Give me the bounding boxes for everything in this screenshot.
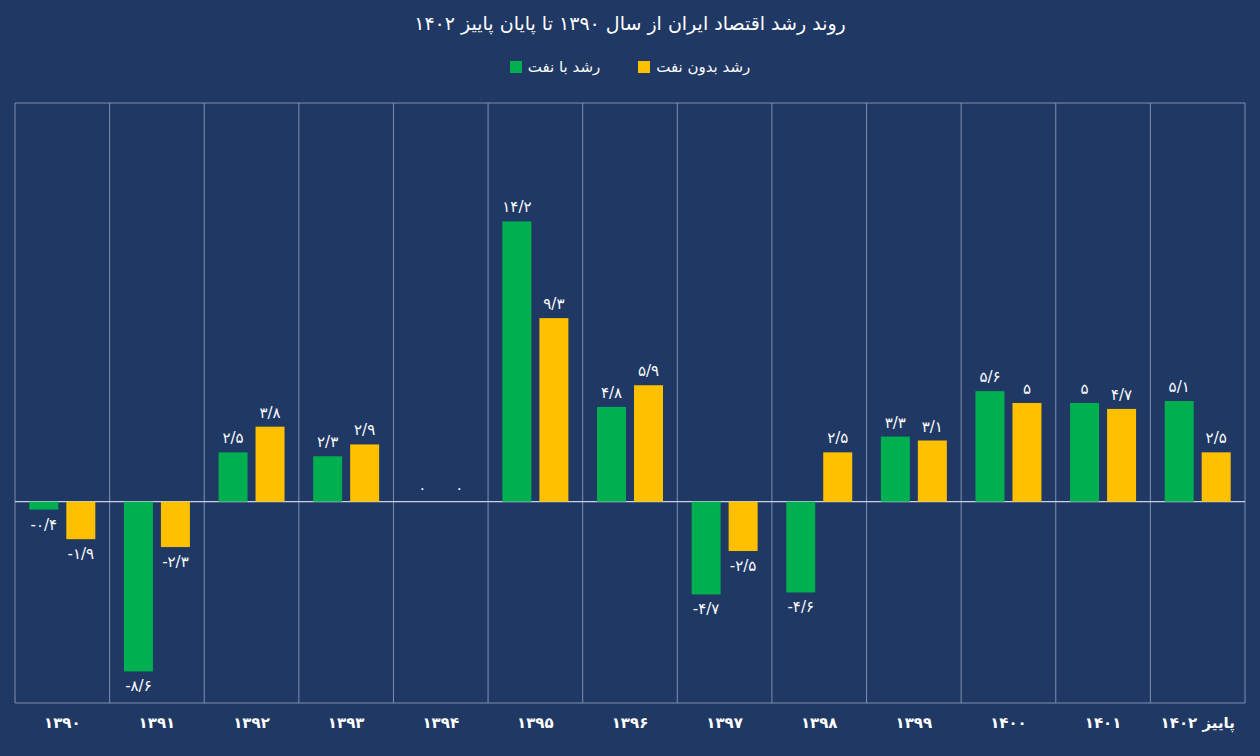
data-label: ۹/۳ — [543, 295, 564, 313]
bar — [502, 221, 531, 501]
bar — [1012, 403, 1041, 502]
category-separator — [298, 103, 299, 703]
bar — [1165, 401, 1194, 502]
category-separator — [771, 103, 772, 703]
category-separator — [677, 103, 678, 703]
category-label: ۱۳۹۲ — [233, 714, 270, 732]
legend-swatch — [638, 61, 650, 73]
chart: روند رشد اقتصاد ایران از سال ۱۳۹۰ تا پای… — [0, 0, 1260, 756]
legend-label: رشد با نفت — [528, 58, 600, 76]
bar — [634, 385, 663, 501]
category-label: پاییز ۱۴۰۲ — [1161, 714, 1235, 733]
data-label: ۲/۵ — [827, 429, 848, 447]
title: روند رشد اقتصاد ایران از سال ۱۳۹۰ تا پای… — [0, 12, 1260, 34]
data-label: ۳/۳ — [885, 414, 906, 432]
data-label: ۵ — [1023, 380, 1031, 398]
bar — [823, 452, 852, 501]
category-label: ۱۴۰۱ — [1085, 714, 1122, 732]
category-separator — [488, 103, 489, 703]
bar — [786, 502, 815, 593]
category-separator — [582, 103, 583, 703]
legend-item: رشد با نفت — [510, 58, 600, 76]
category-separator — [109, 103, 110, 703]
bar — [66, 502, 95, 540]
bar — [1202, 452, 1231, 501]
bar — [408, 501, 437, 502]
bar — [539, 318, 568, 502]
data-label: ۵/۱ — [1169, 378, 1190, 396]
category-label: ۱۳۹۷ — [706, 714, 743, 732]
category-separator — [961, 103, 962, 703]
bar — [1107, 409, 1136, 502]
bar — [1070, 403, 1099, 502]
data-label: ۵ — [1081, 380, 1089, 398]
bar — [975, 391, 1004, 502]
data-label: ۴/۸ — [601, 384, 622, 402]
data-label: ۲/۹ — [354, 421, 375, 439]
bar — [219, 452, 248, 501]
legend-item: رشد بدون نفت — [638, 58, 750, 76]
bar — [313, 456, 342, 501]
category-separator — [15, 103, 16, 703]
category-label: ۱۴۰۰ — [990, 714, 1027, 732]
category-label: ۱۳۹۶ — [612, 714, 649, 732]
data-label: ۵/۶ — [979, 368, 1000, 386]
bar — [350, 444, 379, 501]
data-label: -۰/۴ — [31, 516, 58, 534]
bar — [29, 502, 58, 510]
legend-label: رشد بدون نفت — [656, 58, 750, 76]
bar — [597, 407, 626, 502]
x-axis-labels: ۱۳۹۰ ۱۳۹۱ ۱۳۹۲ ۱۳۹۳ ۱۳۹۴ ۱۳۹۵ ۱۳۹۶ ۱۳۹۷ ۱۳۹۸ ۱۳۹۹… — [44, 714, 1235, 733]
data-label: -۲/۳ — [162, 553, 189, 571]
legend: رشد با نفت رشد بدون نفت — [0, 58, 1260, 76]
data-label: ۲/۳ — [317, 433, 338, 451]
category-separator — [204, 103, 205, 703]
bar — [445, 501, 474, 502]
category-separator — [393, 103, 394, 703]
data-label: ۲/۵ — [1206, 429, 1227, 447]
data-label: -۸/۶ — [125, 677, 152, 695]
bar — [124, 502, 153, 672]
category-label: ۱۳۹۰ — [44, 714, 81, 732]
data-label: -۱/۹ — [68, 545, 95, 563]
category-separator — [866, 103, 867, 703]
category-label: ۱۳۹۹ — [896, 714, 933, 732]
data-label: -۲/۵ — [730, 557, 757, 575]
category-label: ۱۳۹۱ — [139, 714, 176, 732]
data-label: -۴/۷ — [693, 600, 720, 618]
bars — [29, 221, 1230, 671]
category-separator — [1150, 103, 1151, 703]
frame-top — [15, 103, 1245, 104]
bar — [256, 427, 285, 502]
bar — [729, 502, 758, 551]
legend-swatch — [510, 61, 522, 73]
bar — [692, 502, 721, 595]
frame-bottom — [15, 703, 1245, 704]
data-labels: -۰/۴ -۸/۶ ۲/۵ ۲/۳ ۰ ۱۴/۲ ۴/۸ -۴/۷ -۴/۶ ۳/۳ ۵/۶ ۵ ۵/۱… — [31, 198, 1227, 695]
data-label: -۴/۶ — [787, 598, 814, 616]
data-label: ۰ — [418, 479, 426, 497]
category-separator — [1245, 103, 1246, 703]
data-label: ۰ — [455, 479, 463, 497]
category-label: ۱۳۹۳ — [328, 714, 365, 732]
data-label: ۳/۸ — [259, 404, 280, 422]
bar — [881, 437, 910, 502]
bar — [918, 441, 947, 502]
category-separator — [1055, 103, 1056, 703]
data-label: ۱۴/۲ — [502, 198, 531, 216]
category-label: ۱۳۹۴ — [422, 714, 459, 732]
bar — [161, 502, 190, 547]
data-label: ۲/۵ — [222, 429, 243, 447]
data-label: ۵/۹ — [638, 362, 659, 380]
data-label: ۳/۱ — [922, 418, 943, 436]
category-label: ۱۳۹۵ — [517, 714, 554, 732]
category-label: ۱۳۹۸ — [801, 714, 838, 732]
plot-svg: -۰/۴ -۸/۶ ۲/۵ ۲/۳ ۰ ۱۴/۲ ۴/۸ -۴/۷ -۴/۶ ۳/۳ ۵/۶ ۵ ۵/۱… — [0, 0, 1260, 756]
grid-line — [15, 501, 1245, 502]
data-label: ۴/۷ — [1111, 386, 1132, 404]
